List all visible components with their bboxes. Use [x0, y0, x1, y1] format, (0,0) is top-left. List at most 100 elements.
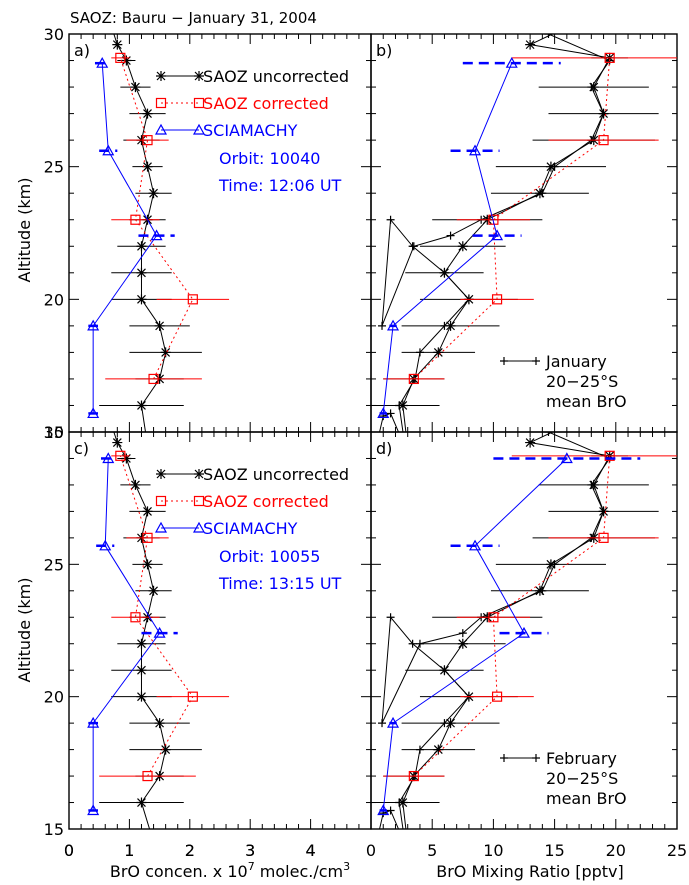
- x-tick-label: 0: [366, 841, 376, 860]
- data-layer: [371, 34, 677, 453]
- x-axis-label-right: BrO Mixing Ratio [pptv]: [436, 862, 623, 881]
- data-point: [397, 400, 408, 411]
- data-point: [87, 319, 100, 331]
- data-point: [469, 539, 482, 551]
- x-tick-label: 4: [306, 841, 316, 860]
- data-point: [142, 135, 153, 146]
- data-point: [604, 450, 615, 461]
- data-point: [148, 373, 159, 385]
- data-layer: [87, 419, 230, 847]
- legend-label: SAOZ uncorrected: [203, 67, 349, 86]
- legend-label: SAOZ corrected: [203, 492, 329, 511]
- data-point: [136, 691, 147, 702]
- legend-marker: [192, 123, 206, 135]
- annotation: Orbit: 10055: [219, 547, 320, 566]
- data-point: [136, 400, 147, 411]
- legend-marker: [500, 754, 508, 762]
- legend-label: February: [546, 749, 617, 768]
- data-point: [457, 241, 468, 252]
- data-point: [439, 665, 450, 676]
- data-point: [149, 837, 159, 847]
- series-line: [92, 63, 158, 414]
- data-point: [121, 453, 132, 464]
- data-point: [153, 626, 166, 638]
- data-point: [160, 744, 171, 755]
- data-point: [106, 419, 116, 429]
- data-point: [130, 479, 141, 490]
- data-point: [377, 804, 390, 816]
- series-line: [119, 57, 194, 380]
- x-label-exp-1: 7: [248, 860, 255, 873]
- data-point: [142, 108, 153, 119]
- data-point: [564, 419, 574, 429]
- data-point: [96, 56, 109, 68]
- panel-a: 15 20 25 30 0 1 2 3 4 a) SAOZ uncorrected SAOZ corr…: [44, 25, 372, 860]
- data-point: [588, 82, 599, 93]
- annotation: Orbit: 10040: [219, 149, 320, 168]
- data-point: [142, 532, 153, 543]
- y-tick-label: 15: [44, 820, 64, 839]
- x-tick-label: 1: [124, 841, 134, 860]
- data-point: [588, 479, 599, 490]
- data-point: [130, 612, 141, 623]
- x-tick-label: 4: [306, 841, 316, 860]
- data-point: [387, 716, 400, 728]
- data-point: [433, 347, 444, 358]
- series-line: [413, 455, 611, 777]
- data-point: [386, 613, 395, 622]
- data-point: [397, 797, 408, 808]
- data-point: [87, 716, 100, 728]
- legend-label: SCIAMACHY: [203, 121, 298, 140]
- data-point: [488, 214, 499, 225]
- data-point: [386, 215, 395, 224]
- legend-label: SAOZ corrected: [203, 94, 329, 113]
- data-point: [154, 718, 165, 729]
- data-point: [598, 506, 609, 517]
- y-axis-label-bottom: Altitude (km): [15, 578, 34, 683]
- data-layer: [87, 34, 230, 432]
- data-point: [102, 452, 115, 464]
- data-point: [598, 135, 609, 146]
- y-axis-label-top: Altitude (km): [15, 178, 34, 283]
- data-point: [598, 532, 609, 543]
- series-line: [382, 62, 513, 414]
- panel-label: b): [376, 41, 392, 60]
- panel-label: a): [74, 41, 90, 60]
- data-point: [160, 347, 171, 358]
- data-point: [115, 52, 126, 63]
- data-point: [403, 443, 413, 453]
- data-point: [534, 585, 545, 596]
- data-point: [401, 841, 409, 849]
- panel-label: c): [74, 439, 89, 458]
- data-point: [112, 39, 123, 50]
- data-point: [409, 242, 418, 251]
- series-line: [382, 458, 568, 811]
- data-point: [488, 612, 499, 623]
- data-point: [115, 450, 126, 461]
- legend-marker: [194, 469, 204, 479]
- data-point: [469, 144, 482, 156]
- plot-frame: [370, 431, 678, 830]
- data-point: [148, 585, 159, 596]
- data-point: [87, 407, 100, 419]
- x-tick-label: 1: [124, 841, 134, 860]
- data-point: [604, 52, 615, 63]
- data-point: [560, 452, 573, 464]
- y-tick-label: 30: [44, 25, 64, 44]
- data-point: [148, 188, 159, 199]
- x-tick-label: 10: [483, 841, 503, 860]
- data-point: [102, 144, 115, 156]
- data-point: [457, 638, 468, 649]
- data-point: [377, 407, 390, 419]
- legend-label: 20−25°S: [546, 372, 618, 391]
- data-point: [534, 188, 545, 199]
- legend-marker: [500, 357, 508, 365]
- y-tick-label: 15: [44, 423, 64, 442]
- x-tick-label: 3: [245, 841, 255, 860]
- data-point: [142, 161, 153, 172]
- data-point: [142, 770, 153, 782]
- x-tick-label: 15: [544, 841, 564, 860]
- x-tick-label: 5: [427, 841, 437, 860]
